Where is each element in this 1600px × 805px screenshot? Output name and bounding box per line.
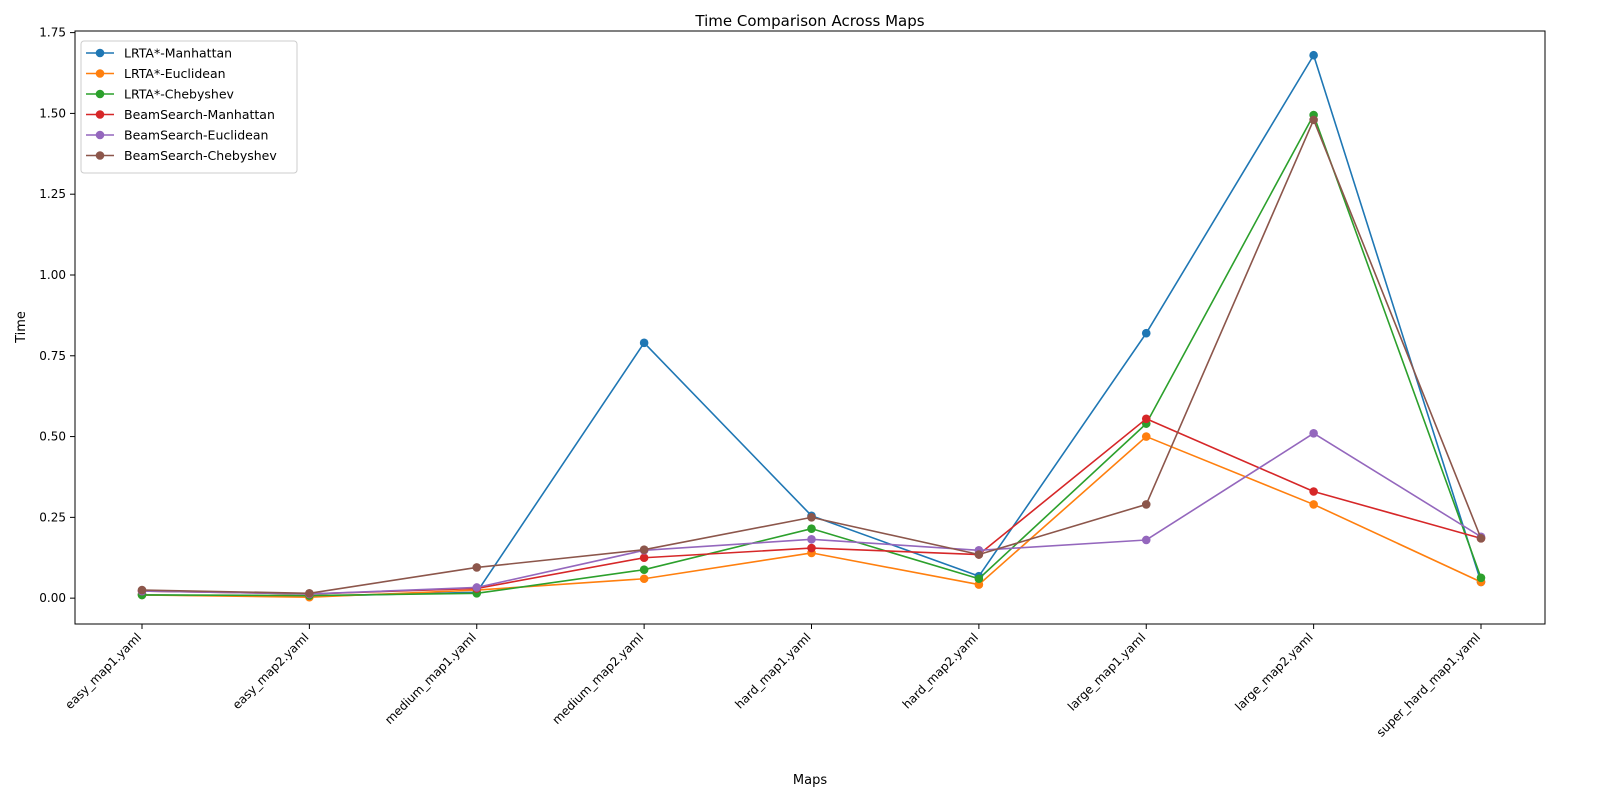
data-point [472, 583, 482, 592]
x-tick-label: easy_map2.yaml [230, 630, 312, 712]
legend-label: BeamSearch-Chebyshev [124, 148, 277, 163]
y-tick-label: 0.75 [39, 349, 66, 363]
x-tick-label: hard_map2.yaml [900, 630, 981, 711]
series-group [137, 110, 1486, 600]
plot-series [137, 50, 1486, 602]
data-point [1309, 500, 1318, 509]
legend-label: LRTA*-Euclidean [124, 66, 226, 81]
legend-item: LRTA*-Euclidean [86, 66, 226, 81]
legend-item: LRTA*-Chebyshev [86, 87, 235, 102]
y-tick-label: 1.00 [39, 268, 66, 282]
data-point [1309, 429, 1318, 438]
data-point [137, 585, 147, 595]
legend-label: LRTA*-Manhattan [124, 46, 232, 61]
legend: LRTA*-Manhattan LRTA*-Euclidean LRTA*-Cheb… [80, 40, 298, 174]
legend-item: BeamSearch-Euclidean [86, 128, 268, 143]
data-point [472, 563, 482, 572]
data-point [305, 588, 314, 598]
data-point [1141, 432, 1151, 441]
legend-label: BeamSearch-Euclidean [124, 128, 268, 143]
x-tick-label: medium_map1.yaml [382, 630, 479, 727]
legend-box [80, 40, 298, 174]
legend-label: LRTA*-Chebyshev [124, 87, 235, 102]
legend-label: BeamSearch-Manhattan [124, 107, 275, 122]
x-tick-label: easy_map1.yaml [62, 630, 144, 712]
y-tick-label: 0.50 [39, 430, 66, 444]
data-point [639, 338, 649, 348]
series-line [141, 119, 1482, 595]
data-point [1141, 500, 1151, 509]
data-point [807, 535, 816, 544]
x-tick-label: medium_map2.yaml [549, 630, 646, 727]
legend-item: BeamSearch-Manhattan [86, 107, 275, 122]
x-tick-label: large_map2.yaml [1232, 630, 1315, 713]
y-tick-label: 1.25 [39, 187, 66, 201]
x-axis-ticks: easy_map1.yaml easy_map2.yaml medium_map1.… [62, 624, 1483, 740]
legend-item: BeamSearch-Chebyshev [86, 148, 277, 163]
legend-swatch-marker [95, 48, 105, 58]
legend-swatch-marker [95, 151, 105, 160]
legend-swatch-marker [95, 130, 105, 140]
x-tick-label: super_hard_map1.yaml [1374, 630, 1483, 739]
y-tick-label: 1.50 [39, 106, 66, 120]
data-point [807, 543, 816, 553]
data-point [974, 550, 984, 559]
x-axis-label: Maps [793, 773, 827, 788]
legend-swatch-marker [95, 110, 105, 119]
data-point [1476, 573, 1486, 583]
data-point [1141, 535, 1151, 545]
data-point [1309, 487, 1318, 496]
y-axis-ticks: 0.00 0.25 0.50 0.75 1.00 1.25 1.50 1.75 [39, 26, 75, 605]
data-point [1476, 534, 1486, 543]
data-point [639, 574, 649, 584]
data-point [639, 565, 649, 575]
data-point [807, 524, 816, 533]
x-tick-label: hard_map1.yaml [732, 630, 813, 711]
data-point [639, 545, 649, 554]
legend-item: LRTA*-Manhattan [86, 46, 232, 61]
data-point [1309, 115, 1318, 125]
data-point [807, 513, 816, 522]
legend-swatch-marker [95, 69, 105, 78]
y-tick-label: 0.25 [39, 510, 66, 524]
x-tick-label: large_map1.yaml [1065, 630, 1148, 713]
series-line [141, 417, 1482, 595]
series-group [137, 115, 1486, 598]
series-line [141, 114, 1482, 597]
y-axis-label: Time [14, 311, 29, 344]
series-group [137, 414, 1486, 599]
data-point [1141, 328, 1151, 338]
plot-frame [74, 30, 1546, 625]
data-point [974, 574, 984, 584]
data-point [639, 553, 649, 563]
legend-swatch-marker [95, 89, 105, 99]
chart-title: Time Comparison Across Maps [694, 12, 924, 30]
data-point [1309, 50, 1318, 60]
y-tick-label: 0.00 [39, 591, 66, 605]
y-tick-label: 1.75 [39, 26, 66, 40]
data-point [1141, 414, 1151, 424]
